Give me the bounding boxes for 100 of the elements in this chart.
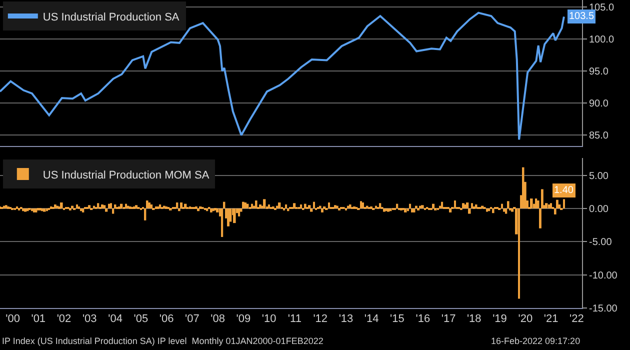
x-tick-label: '05: [134, 313, 148, 326]
bar: [255, 200, 258, 208]
bar: [411, 208, 414, 212]
bar: [33, 208, 36, 212]
bar: [319, 206, 322, 208]
bar: [404, 208, 407, 212]
text: 16-Feb-2022 09:17:20: [491, 336, 580, 346]
x-tick-label: '02: [56, 313, 72, 326]
bar: [449, 208, 452, 212]
bar: [349, 204, 352, 208]
bar: [300, 204, 302, 208]
x-tick-label: '07: [184, 313, 200, 326]
bar: [454, 200, 456, 208]
bar: [76, 204, 78, 208]
bar: [475, 204, 478, 208]
x-tick-label: '06: [159, 313, 174, 326]
y-tick-label: 0.00: [589, 204, 609, 215]
bar: [238, 208, 240, 216]
data-label: 103.5: [569, 11, 594, 22]
y-tick-label: -5.00: [589, 237, 612, 248]
bar: [550, 203, 552, 208]
bar: [407, 208, 409, 212]
bar: [112, 208, 114, 214]
legend-label: US Industrial Production SA: [42, 11, 180, 24]
bar: [54, 204, 56, 208]
bar: [135, 205, 138, 208]
bar: [328, 202, 330, 208]
bar: [415, 206, 418, 208]
bar: [507, 201, 510, 208]
bar: [548, 204, 550, 208]
bar: [501, 204, 503, 208]
bar: [347, 206, 350, 208]
bar: [471, 203, 473, 208]
bar: [383, 208, 386, 212]
bar: [46, 208, 48, 212]
bar: [93, 206, 95, 208]
bar: [321, 208, 324, 212]
x-tick-label: '11: [288, 313, 302, 326]
legend-label: US Industrial Production MOM SA: [42, 169, 210, 182]
bar: [558, 204, 561, 208]
bar: [285, 204, 288, 208]
x-tick-label: '04: [108, 313, 122, 326]
x-tick-label: '10: [262, 313, 276, 326]
bar: [103, 205, 106, 208]
bar: [82, 208, 84, 212]
bar: [80, 208, 82, 212]
bar: [375, 206, 377, 208]
bar: [105, 208, 108, 212]
bar: [336, 206, 338, 208]
bar: [180, 202, 183, 208]
bar: [441, 202, 444, 208]
bar: [189, 206, 191, 209]
bar: [409, 204, 412, 208]
bar: [304, 204, 306, 208]
x-tick-label: '01: [31, 313, 46, 326]
bar: [157, 206, 159, 209]
bar: [110, 203, 112, 208]
x-tick-label: '16: [416, 313, 430, 326]
y-tick-label: 90.0: [589, 98, 609, 110]
bar: [3, 206, 6, 208]
bar: [313, 202, 315, 208]
bar: [155, 206, 157, 209]
bar: [125, 204, 127, 208]
bar: [310, 208, 313, 212]
bar: [413, 208, 416, 212]
data-label: 1.40: [554, 185, 574, 196]
bar: [78, 206, 80, 209]
x-tick-label: '14: [364, 313, 379, 326]
x-tick-label: '21: [544, 313, 558, 326]
x-tick-label: '09: [236, 313, 251, 326]
bar: [150, 204, 153, 208]
bar: [263, 199, 266, 208]
bar: [473, 206, 476, 209]
bar: [396, 204, 398, 208]
bar: [31, 208, 33, 212]
bar: [120, 204, 123, 208]
line-series: [0, 12, 565, 141]
bar: [108, 204, 110, 208]
bar: [16, 206, 18, 209]
bar: [278, 202, 281, 208]
bar: [233, 208, 236, 224]
bar: [530, 198, 533, 208]
x-tick-label: '15: [390, 313, 404, 326]
bar: [268, 204, 270, 208]
bar: [35, 208, 38, 212]
x-tick-label: '22: [570, 313, 584, 326]
x-tick-label: '20: [518, 313, 533, 326]
y-tick-label: -15.00: [589, 304, 618, 314]
bar: [439, 206, 441, 208]
bar: [379, 203, 382, 208]
y-tick-label: -10.00: [589, 270, 618, 282]
x-tick-label: '00: [6, 313, 20, 326]
x-tick-label: '03: [82, 313, 97, 326]
x-tick-label: '17: [441, 313, 456, 326]
x-tick-label: '19: [492, 313, 507, 326]
bar: [251, 204, 253, 208]
bar: [486, 208, 488, 212]
bar: [503, 208, 506, 212]
y-tick-label: 100.0: [589, 34, 614, 46]
bar: [97, 203, 100, 208]
